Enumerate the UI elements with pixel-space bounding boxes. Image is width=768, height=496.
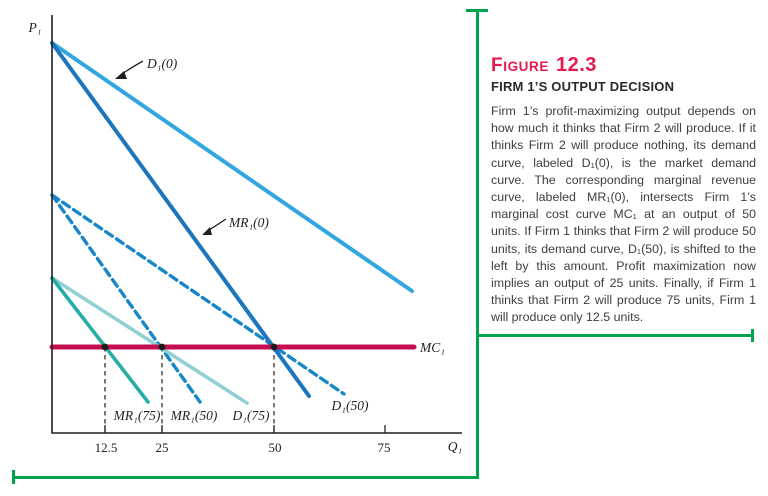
bracket-top-tick: [466, 9, 488, 12]
x-tick-25: 25: [156, 440, 169, 455]
intersection-dots-group: [101, 343, 278, 351]
curve-d1_0: [50, 41, 414, 293]
chart-svg: P₁ Q₁ D₁(0) MR₁(0) MR₁(75) MR₁(50) D₁(75…: [28, 15, 462, 455]
figure-caption-text: Firm 1’s profit-maximizing output depend…: [491, 104, 756, 325]
figure-title: FIRM 1’S OUTPUT DECISION: [491, 79, 675, 94]
mr1-0-label: MR₁(0): [228, 215, 269, 230]
curve-mr1_75: [50, 276, 150, 404]
d1-50-label: D₁(50): [331, 398, 369, 413]
mc1-label: MC₁: [419, 340, 445, 355]
x-axis-label: Q₁: [448, 439, 462, 454]
figure-caption-panel: FIGURE 12.3 FIRM 1’S OUTPUT DECISION Firm…: [491, 54, 756, 327]
d1-0-arrow: [121, 60, 144, 75]
figure-number: 12.3: [555, 54, 597, 76]
d1-75-label: D₁(75): [232, 408, 270, 423]
mr1-0-arrow: [208, 218, 227, 231]
bracket-bottom-left-tick: [12, 470, 15, 484]
x-tick-50: 50: [269, 440, 282, 455]
bracket-vertical-line: [476, 10, 479, 479]
curve-mr1_50: [50, 193, 202, 404]
axis-ticks-group: [104, 425, 386, 433]
curve-mr1_0: [50, 41, 311, 398]
intersection-dot-2: [270, 343, 278, 351]
mr1-0-arrowhead: [202, 227, 212, 235]
x-tick-75: 75: [378, 440, 391, 455]
x-tick-12-5: 12.5: [95, 440, 118, 455]
curve-d1_50: [50, 193, 346, 396]
output-decision-chart: P₁ Q₁ D₁(0) MR₁(0) MR₁(75) MR₁(50) D₁(75…: [28, 15, 462, 455]
axes-lines: [51, 15, 462, 434]
intersection-dot-0: [101, 343, 109, 351]
d1-0-arrowhead: [115, 71, 127, 79]
bracket-mid-line: [477, 334, 754, 337]
bracket-bottom-line: [13, 476, 479, 479]
figure-word: FIGURE: [491, 55, 549, 76]
y-axis-label: P₁: [28, 20, 42, 35]
d1-0-label: D₁(0): [146, 56, 178, 71]
droplines-group: [104, 347, 275, 433]
curve-d1_75: [50, 276, 249, 405]
mr1-50-label: MR₁(50): [170, 408, 218, 423]
bracket-mid-right-tick: [751, 329, 754, 342]
figure-heading: FIGURE 12.3: [491, 54, 756, 78]
mr1-75-label: MR₁(75): [113, 408, 161, 423]
curves-group: [49, 41, 417, 405]
intersection-dot-1: [158, 343, 166, 351]
